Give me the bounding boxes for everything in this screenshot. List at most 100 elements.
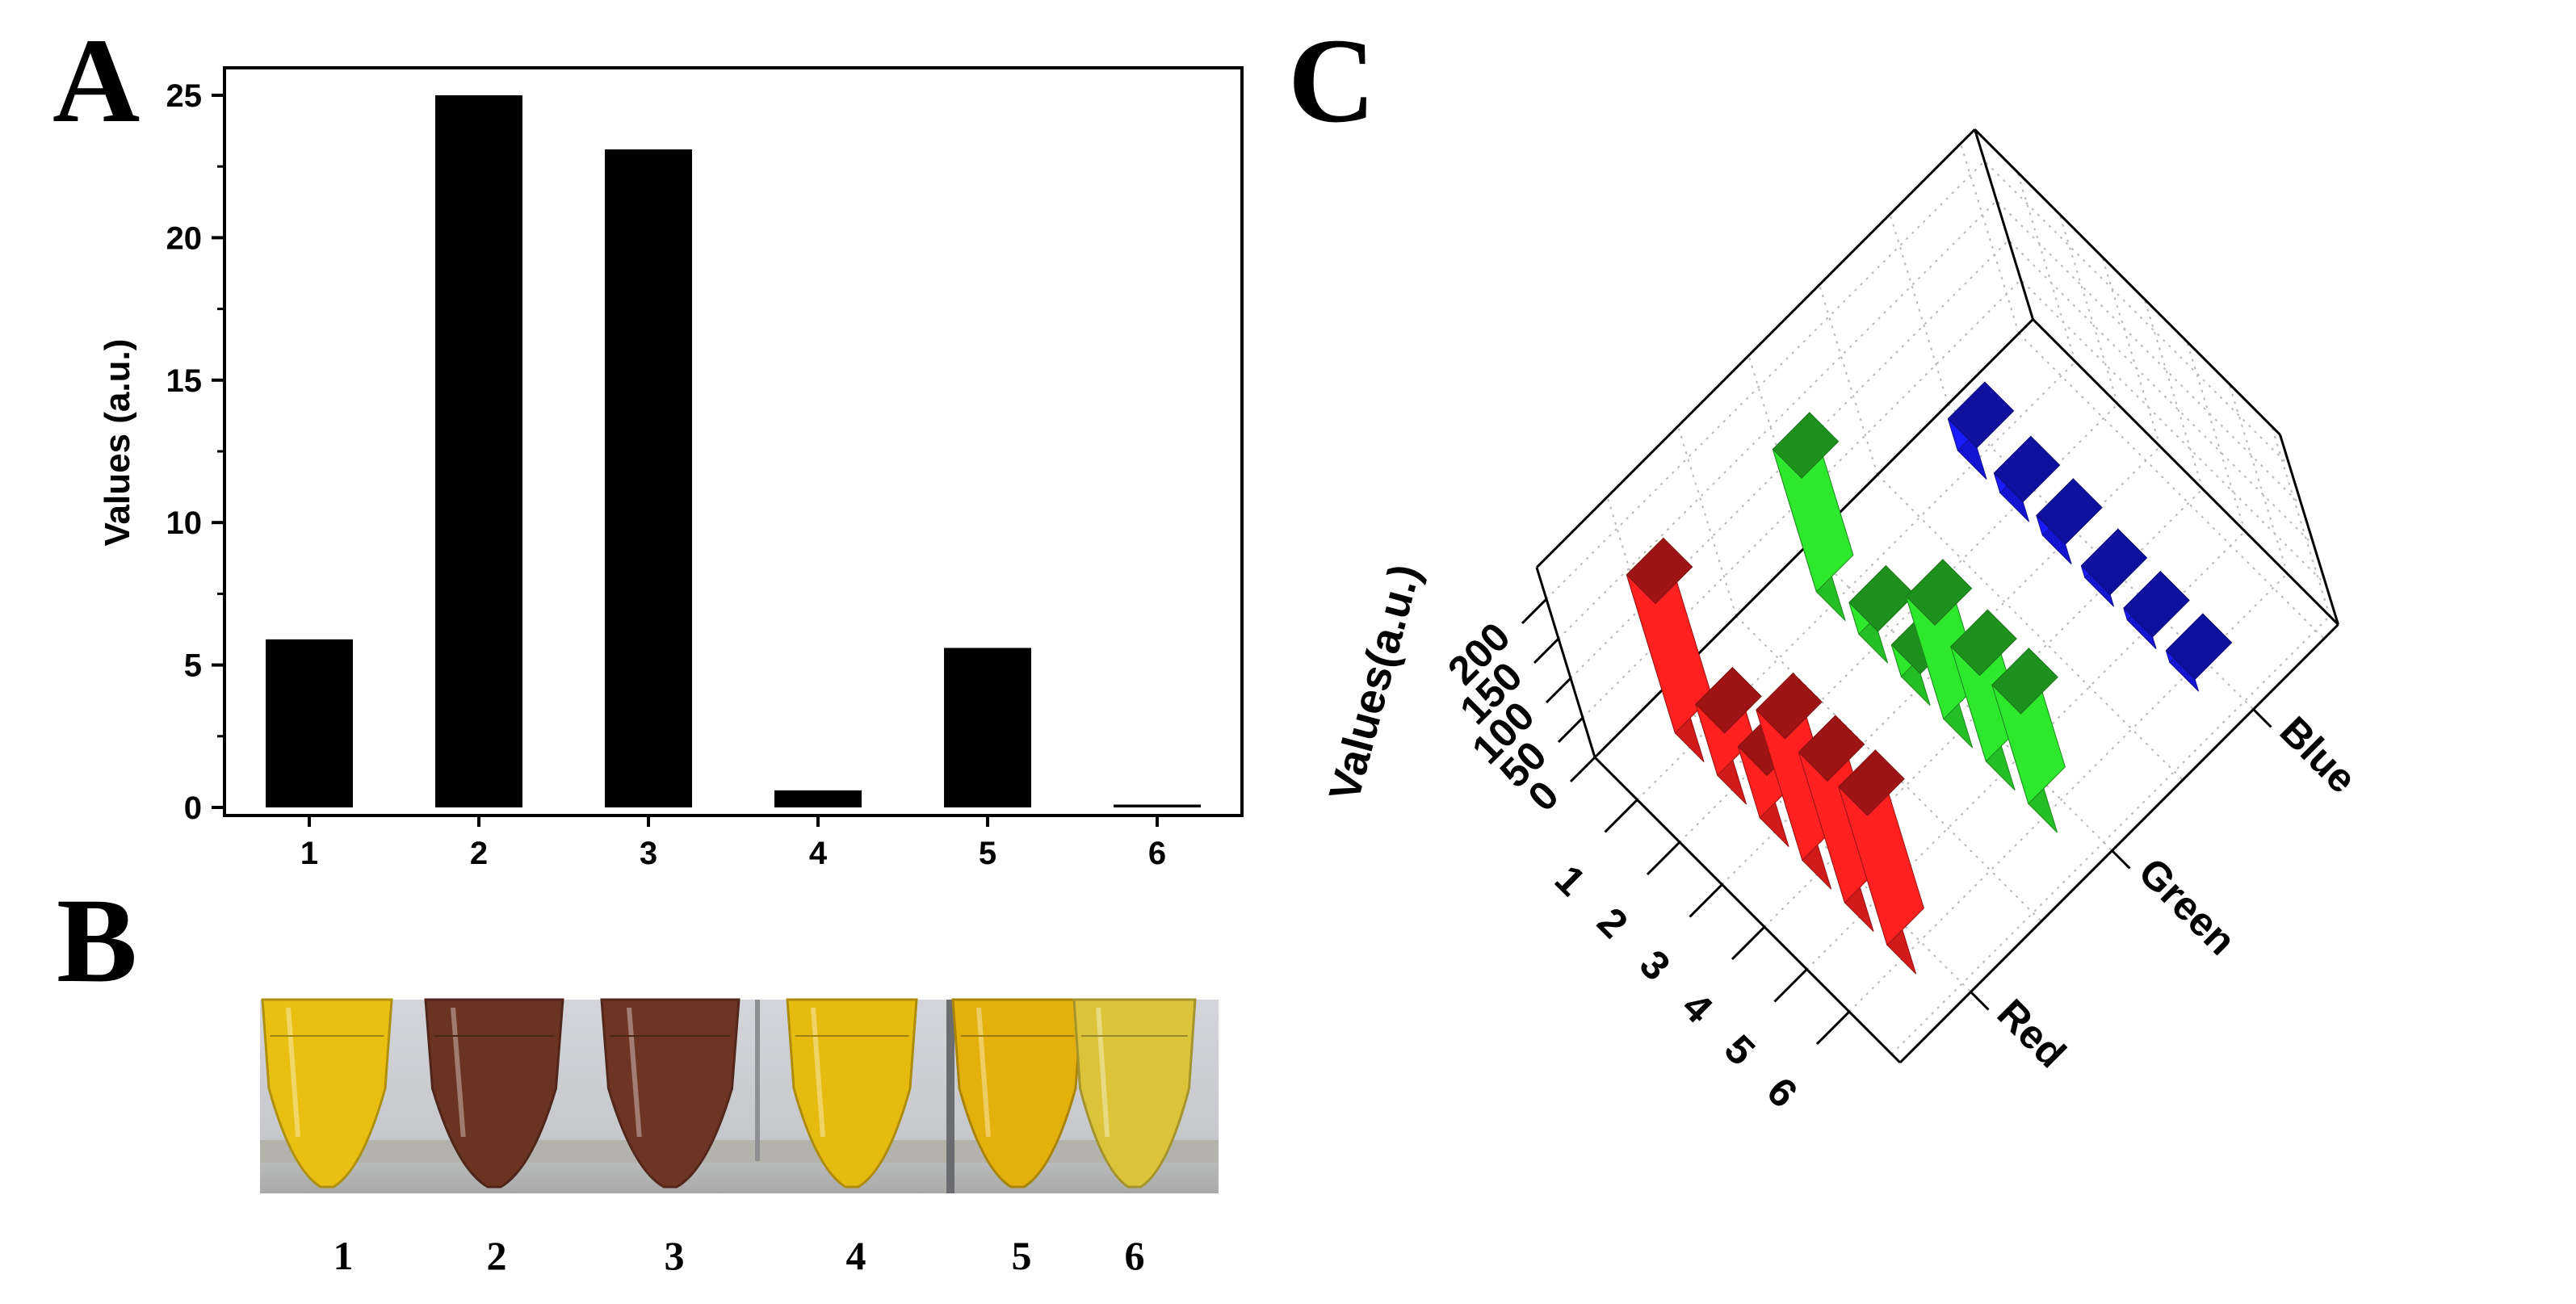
chart-c-sample-label: 5	[1716, 1026, 1764, 1074]
bar-face-top	[1838, 749, 1905, 816]
tube-highlight	[451, 1007, 466, 1138]
bar-face-top	[1991, 648, 2058, 715]
bar-chart-c-3d: 050100150200123456RedGreenBlueValues(a.u…	[1320, 128, 2365, 1117]
chart-c-bar-blue-5	[2123, 570, 2190, 649]
chart-c-bar-blue-1	[1947, 381, 2015, 480]
chart-a-ytick-label: 5	[184, 648, 202, 684]
tube-6	[1072, 998, 1197, 1189]
tube-label-1: 1	[334, 1233, 354, 1278]
chart-a-bar-6	[1114, 804, 1201, 807]
tube-4	[786, 998, 918, 1189]
chart-c-gridline	[2271, 426, 2331, 617]
photo-rack-post-2	[946, 1000, 954, 1193]
bar-face-top	[2080, 528, 2148, 596]
chart-c-gridline	[2101, 256, 2161, 447]
chart-c-sample-label: 6	[1758, 1068, 1806, 1116]
chart-c-gridline	[2058, 214, 2119, 405]
tube-3	[600, 998, 740, 1189]
tube-highlight	[976, 1007, 991, 1138]
chart-c-axis-line	[1898, 623, 2339, 1064]
chart-c-axis-line	[1535, 128, 1976, 568]
bar-face-top	[1950, 609, 2017, 677]
bar-face-top	[1772, 412, 1840, 479]
chart-a-xtick-label: 3	[640, 836, 657, 871]
chart-c-bar-blue-3	[2036, 477, 2103, 564]
tube-label-2: 2	[487, 1233, 507, 1278]
chart-c-gridline	[2016, 171, 2076, 363]
chart-c-gridline	[1546, 160, 2291, 600]
bar-face-top	[1798, 715, 1865, 782]
tube-2	[424, 998, 564, 1189]
photo-rack-post-1	[755, 1000, 760, 1161]
chart-c-channel-tick	[1970, 991, 1990, 1011]
bar-face-top	[1905, 559, 1973, 626]
chart-c-axis-line	[1974, 128, 2281, 436]
chart-a-xtick-label: 4	[809, 836, 828, 871]
chart-c-axis-line	[1535, 567, 1596, 758]
chart-c-bar-green-1	[1772, 412, 1854, 621]
bar-chart-a: 0 5 10 15 20 25 1 2 3 4 5 6 Values (a.u.)	[98, 66, 1244, 871]
chart-c-axis-line	[2279, 434, 2339, 625]
panel-b-label: B	[57, 874, 137, 1008]
chart-c-sample-tick	[1731, 925, 1766, 961]
chart-c-channel-label: Green	[2130, 849, 2245, 964]
panel-c-label: C	[1288, 14, 1375, 148]
chart-c-sample-tick	[1773, 968, 1808, 1003]
chart-c-bar-red-6	[1838, 748, 1924, 975]
chart-c-channel-tick	[2111, 849, 2131, 870]
tube-highlight	[286, 1007, 300, 1138]
chart-a-ytick-label: 0	[184, 790, 202, 826]
panel-a-label: A	[52, 14, 140, 148]
chart-a-frame	[223, 66, 1244, 817]
chart-c-gridline	[1960, 143, 2020, 334]
chart-c-gridline	[1819, 284, 1878, 476]
chart-c-bar-blue-2	[1993, 435, 2061, 522]
chart-a-bar-2	[435, 95, 522, 807]
chart-c-gridline	[2143, 299, 2204, 489]
chart-a-xtick-label: 1	[300, 836, 318, 871]
chart-c-bar-blue-4	[2080, 528, 2148, 607]
chart-c-sample-label: 4	[1673, 983, 1721, 1031]
tube-photo: 1 2 3 4 5 6	[260, 998, 1219, 1278]
chart-a-bar-5	[944, 648, 1031, 807]
chart-a-bar-1	[266, 639, 353, 807]
bar-face-top	[1947, 381, 2015, 449]
tube-label-5: 5	[1012, 1233, 1032, 1278]
chart-a-xtick-label: 5	[979, 836, 996, 871]
photo-rack-rail	[260, 1140, 1219, 1163]
chart-c-gridline	[1889, 214, 1949, 405]
chart-c-gridline	[1677, 426, 1737, 617]
chart-a-xtick-label: 2	[470, 836, 488, 871]
chart-c-sample-tick	[1604, 799, 1638, 833]
tube-5	[951, 998, 1084, 1189]
chart-c-ztick-mark	[1545, 677, 1572, 704]
tube-label-3: 3	[665, 1233, 685, 1278]
bar-face-top	[1695, 666, 1762, 734]
tube-label-6: 6	[1125, 1233, 1145, 1278]
tube-label-4: 4	[846, 1233, 866, 1278]
chart-c-bar-green-6	[1991, 647, 2066, 833]
bar-face-top	[1756, 672, 1823, 740]
chart-c-channel-tick	[2252, 708, 2272, 728]
bar-face-top	[1626, 537, 1693, 605]
chart-c-sample-tick	[1689, 883, 1723, 918]
chart-a-ytick-label: 25	[166, 78, 203, 114]
tube-highlight	[627, 1007, 642, 1138]
chart-c-bar-red-1	[1626, 537, 1713, 762]
chart-a-bar-4	[774, 790, 862, 807]
chart-c-sample-label: 2	[1588, 899, 1636, 946]
chart-a-bar-3	[605, 149, 692, 808]
tube-highlight	[811, 1007, 825, 1138]
chart-a-xtick-label: 6	[1148, 836, 1166, 871]
chart-c-ztick-mark	[1557, 716, 1584, 744]
chart-c-axis-line	[1974, 128, 2034, 320]
chart-a-ytick-label: 10	[166, 505, 203, 541]
chart-c-ztick-mark	[1521, 597, 1548, 625]
bar-face-top	[2123, 570, 2190, 638]
chart-c-gridline	[2186, 341, 2246, 532]
chart-c-channel-label: Blue	[2272, 708, 2365, 802]
chart-c-bar-green-2	[1848, 564, 1915, 664]
chart-c-axis-line	[2032, 318, 2339, 626]
chart-c-sample-label: 3	[1631, 941, 1679, 989]
tube-1	[261, 998, 393, 1189]
